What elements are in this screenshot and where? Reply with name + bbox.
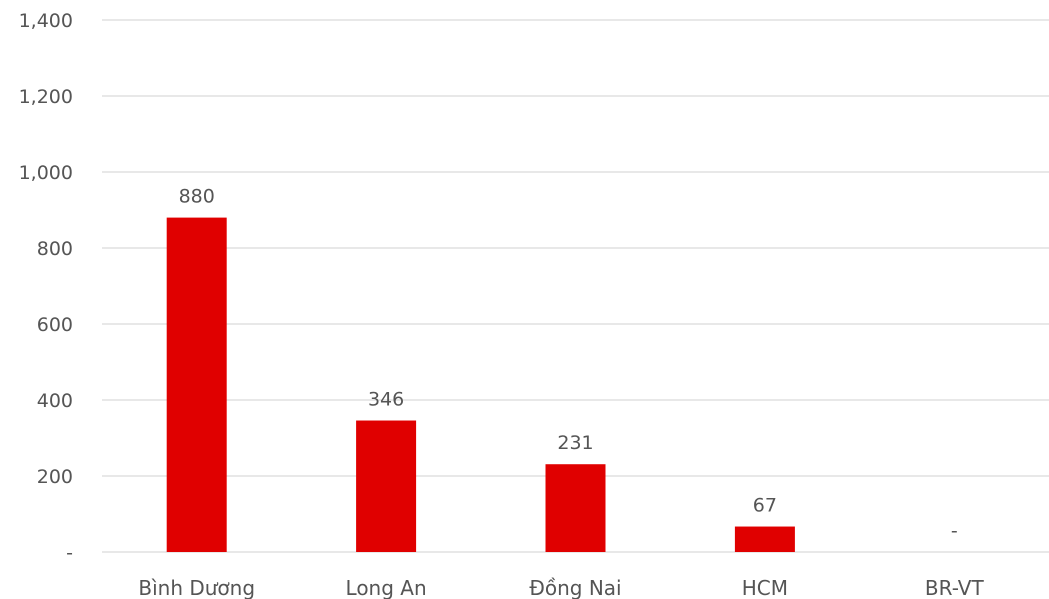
bar — [545, 464, 606, 552]
bar — [734, 526, 795, 552]
x-axis-categories: Bình Dương Long An Đồng Nai HCM BR-VT — [138, 576, 984, 599]
y-tick-label: 1,000 — [19, 162, 73, 184]
y-tick-label: 1,200 — [19, 86, 73, 108]
data-label: 67 — [753, 495, 777, 517]
y-tick-label: 200 — [37, 466, 73, 488]
y-tick-label: - — [66, 542, 73, 564]
data-label: 231 — [557, 432, 593, 454]
bars — [166, 217, 795, 552]
x-category-label: BR-VT — [925, 576, 985, 599]
y-tick-label: 400 — [37, 390, 73, 412]
data-label: - — [951, 520, 958, 542]
y-tick-label: 600 — [37, 314, 73, 336]
data-label: 880 — [179, 186, 215, 208]
gridlines — [102, 19, 1049, 553]
y-tick-label: 1,400 — [19, 10, 73, 32]
y-axis-ticks: - 200 400 600 800 1,000 1,200 1,400 — [19, 10, 73, 564]
bar — [166, 217, 227, 552]
x-category-label: Đồng Nai — [529, 576, 621, 599]
y-tick-label: 800 — [37, 238, 73, 260]
x-category-label: Bình Dương — [138, 576, 255, 599]
data-label: 346 — [368, 389, 404, 411]
data-labels: 880 346 231 67 - — [179, 186, 958, 542]
bar — [356, 420, 417, 552]
x-category-label: Long An — [346, 576, 427, 599]
x-category-label: HCM — [742, 576, 788, 599]
